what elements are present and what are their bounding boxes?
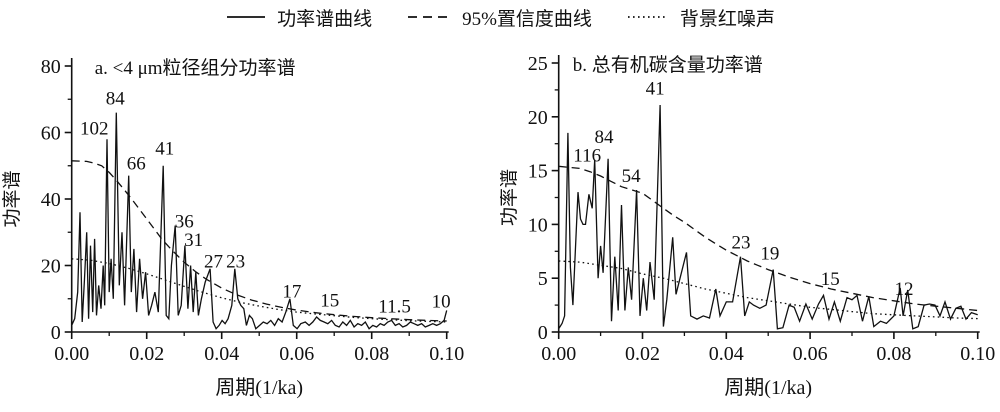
x-tick-label: 0.08 xyxy=(876,343,911,365)
peak-period-label: 116 xyxy=(573,145,601,166)
x-axis-label: 周期(1/ka) xyxy=(724,377,812,399)
power-spectrum-curve xyxy=(71,112,448,330)
power-spectrum-curve xyxy=(558,104,978,330)
legend-label-power-curve: 功率谱曲线 xyxy=(277,8,373,30)
y-axis-label: 功率谱 xyxy=(1,170,23,227)
peak-period-label: 102 xyxy=(80,119,109,140)
legend-label-confidence-curve: 95%置信度曲线 xyxy=(462,8,592,30)
legend-item-confidence-curve: 95%置信度曲线 xyxy=(406,4,592,31)
legend-label-red-noise: 背景红噪声 xyxy=(679,8,775,30)
x-tick-label: 0.02 xyxy=(129,343,164,365)
dotted-line-icon xyxy=(627,16,668,18)
peak-period-label: 15 xyxy=(320,290,339,311)
y-tick-label: 80 xyxy=(41,56,61,78)
x-axis-label: 周期(1/ka) xyxy=(215,377,303,399)
peak-period-label: 36 xyxy=(175,212,194,233)
x-tick-label: 0.06 xyxy=(793,343,828,365)
charts-row: 0.00 0.02 0.04 0.06 0.08 0.10 0 20 40 60 80 102 84 66… xyxy=(0,32,1000,407)
panel-title: a. <4 μm粒径组分功率谱 xyxy=(95,57,296,79)
solid-line-icon xyxy=(227,16,266,18)
confidence-95-curve xyxy=(558,165,978,312)
peak-period-label: 41 xyxy=(646,79,665,100)
chart-a-grain-size-power-spectrum: 0.00 0.02 0.04 0.06 0.08 0.10 0 20 40 60 80 102 84 66… xyxy=(0,32,500,407)
peak-period-label: 23 xyxy=(226,252,245,273)
chart-b-toc-power-spectrum: 0.00 0.02 0.04 0.06 0.08 0.10 0 5 10 15 20 25 116 84 5… xyxy=(498,32,1000,407)
peak-period-label: 15 xyxy=(821,269,840,290)
peak-period-label: 84 xyxy=(594,127,614,148)
panel-title: b. 总有机碳含量功率谱 xyxy=(573,54,763,76)
peak-period-label: 17 xyxy=(282,281,301,302)
x-tick-label: 0.04 xyxy=(709,343,744,365)
peak-period-label: 23 xyxy=(731,233,750,254)
x-tick-label: 0.06 xyxy=(279,343,314,365)
x-tick-label: 0.00 xyxy=(541,343,576,365)
y-tick-label: 40 xyxy=(41,189,61,211)
y-axis-label: 功率谱 xyxy=(500,169,520,226)
peak-period-label: 11.5 xyxy=(378,296,411,317)
x-tick-label: 0.02 xyxy=(625,343,660,365)
x-tick-label: 0.04 xyxy=(204,343,239,365)
y-tick-label: 60 xyxy=(41,123,61,145)
y-tick-label: 20 xyxy=(41,256,61,278)
x-tick-label: 0.10 xyxy=(960,343,995,365)
peak-period-label: 31 xyxy=(184,230,203,251)
legend-item-red-noise: 背景红噪声 xyxy=(626,4,775,31)
y-tick-label: 0 xyxy=(538,322,548,344)
y-tick-label: 15 xyxy=(528,161,548,183)
legend-item-power-curve: 功率谱曲线 xyxy=(225,4,372,31)
x-tick-label: 0.08 xyxy=(354,343,389,365)
x-tick-label: 0.10 xyxy=(429,343,464,365)
x-tick-label: 0.00 xyxy=(54,343,89,365)
peak-period-label: 41 xyxy=(155,138,174,159)
peak-period-label: 19 xyxy=(760,243,779,264)
chart-legend: 功率谱曲线 95%置信度曲线 背景红噪声 xyxy=(0,0,1000,32)
y-tick-label: 20 xyxy=(528,107,548,129)
peak-period-label: 84 xyxy=(106,89,126,110)
peak-period-label: 54 xyxy=(622,166,642,187)
peak-period-label: 12 xyxy=(894,279,913,300)
y-tick-label: 10 xyxy=(528,214,548,236)
red-noise-curve xyxy=(71,258,447,323)
chart-a-canvas: 0.00 0.02 0.04 0.06 0.08 0.10 0 20 40 60 80 102 84 66… xyxy=(1,56,464,399)
confidence-95-curve xyxy=(71,160,447,322)
y-tick-label: 5 xyxy=(538,268,548,290)
peak-period-label: 66 xyxy=(127,153,146,174)
peak-period-label: 10 xyxy=(432,291,451,312)
y-tick-label: 25 xyxy=(528,53,548,75)
dashed-line-icon xyxy=(408,16,451,18)
y-tick-label: 0 xyxy=(51,322,61,344)
peak-period-label: 27 xyxy=(204,252,223,273)
